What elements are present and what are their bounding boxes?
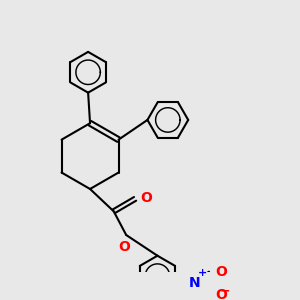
Text: −: −	[219, 285, 230, 298]
Text: O: O	[215, 288, 227, 300]
Text: N: N	[189, 276, 200, 290]
Text: +: +	[198, 268, 207, 278]
Text: O: O	[119, 240, 130, 254]
Text: O: O	[215, 266, 227, 279]
Text: O: O	[140, 191, 152, 205]
